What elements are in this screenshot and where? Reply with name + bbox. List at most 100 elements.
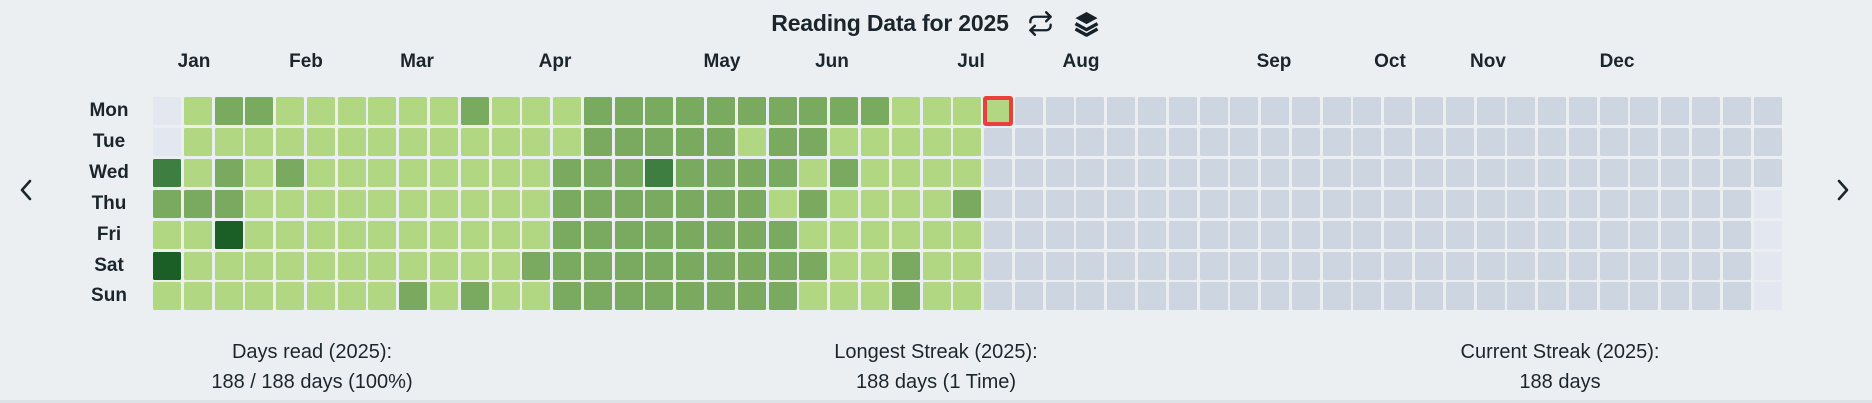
heatmap-cell[interactable] [799, 220, 828, 249]
heatmap-cell[interactable] [183, 97, 212, 125]
heatmap-cell[interactable] [276, 282, 305, 311]
heatmap-cell[interactable] [922, 127, 951, 156]
heatmap-cell[interactable] [645, 127, 674, 156]
heatmap-cell[interactable] [553, 158, 582, 187]
heatmap-cell[interactable] [337, 220, 366, 249]
heatmap-cell[interactable] [707, 251, 736, 280]
heatmap-cell[interactable] [645, 97, 674, 125]
heatmap-cell[interactable] [799, 251, 828, 280]
heatmap-cell[interactable] [891, 220, 920, 249]
heatmap-cell[interactable] [737, 282, 766, 311]
heatmap-cell[interactable] [522, 158, 551, 187]
heatmap-cell[interactable] [460, 97, 489, 125]
heatmap-cell[interactable] [153, 220, 181, 249]
heatmap-cell[interactable] [522, 251, 551, 280]
heatmap-cell[interactable] [368, 127, 397, 156]
heatmap-cell[interactable] [522, 189, 551, 218]
heatmap-cell[interactable] [491, 220, 520, 249]
heatmap-cell[interactable] [183, 282, 212, 311]
heatmap-cell[interactable] [306, 220, 335, 249]
heatmap-cell[interactable] [614, 251, 643, 280]
heatmap-cell[interactable] [460, 158, 489, 187]
heatmap-cell[interactable] [737, 97, 766, 125]
heatmap-cell[interactable] [676, 158, 705, 187]
heatmap-cell[interactable] [460, 251, 489, 280]
heatmap-cell[interactable] [399, 220, 428, 249]
heatmap-cell[interactable] [953, 97, 982, 125]
heatmap-cell[interactable] [460, 220, 489, 249]
heatmap-cell[interactable] [707, 189, 736, 218]
heatmap-cell[interactable] [614, 127, 643, 156]
heatmap-cell[interactable] [768, 282, 797, 311]
heatmap-cell[interactable] [399, 189, 428, 218]
heatmap-cell[interactable] [891, 158, 920, 187]
heatmap-cell[interactable] [276, 251, 305, 280]
heatmap-cell[interactable] [276, 127, 305, 156]
heatmap-cell[interactable] [860, 97, 889, 125]
heatmap-cell[interactable] [953, 220, 982, 249]
heatmap-cell[interactable] [953, 251, 982, 280]
heatmap-cell[interactable] [830, 189, 859, 218]
heatmap-cell[interactable] [553, 127, 582, 156]
heatmap-cell[interactable] [707, 97, 736, 125]
heatmap-cell[interactable] [922, 97, 951, 125]
heatmap-cell[interactable] [183, 189, 212, 218]
heatmap-cell[interactable] [306, 158, 335, 187]
heatmap-cell[interactable] [276, 220, 305, 249]
heatmap-cell[interactable] [768, 97, 797, 125]
heatmap-cell[interactable] [430, 158, 459, 187]
heatmap-cell[interactable] [491, 189, 520, 218]
heatmap-cell[interactable] [676, 251, 705, 280]
heatmap-cell[interactable] [245, 97, 274, 125]
heatmap-cell[interactable] [153, 251, 181, 280]
heatmap-cell[interactable] [953, 158, 982, 187]
heatmap-cell[interactable] [891, 189, 920, 218]
heatmap-cell[interactable] [676, 220, 705, 249]
heatmap-cell[interactable] [799, 282, 828, 311]
heatmap-cell[interactable] [245, 189, 274, 218]
heatmap-cell[interactable] [707, 158, 736, 187]
heatmap-cell[interactable] [645, 220, 674, 249]
heatmap-cell[interactable] [183, 220, 212, 249]
heatmap-cell[interactable] [153, 282, 181, 311]
heatmap-cell[interactable] [153, 158, 181, 187]
heatmap-cell[interactable] [922, 220, 951, 249]
layers-icon[interactable] [1073, 9, 1101, 37]
heatmap-cell[interactable] [214, 251, 243, 280]
heatmap-cell[interactable] [645, 189, 674, 218]
heatmap-cell[interactable] [614, 158, 643, 187]
heatmap-cell[interactable] [276, 158, 305, 187]
heatmap-cell[interactable] [460, 127, 489, 156]
heatmap-cell[interactable] [553, 97, 582, 125]
heatmap-cell[interactable] [183, 158, 212, 187]
heatmap-cell[interactable] [491, 158, 520, 187]
heatmap-cell[interactable] [860, 127, 889, 156]
heatmap-cell[interactable] [337, 282, 366, 311]
heatmap-cell[interactable] [306, 127, 335, 156]
heatmap-cell[interactable] [430, 251, 459, 280]
heatmap-cell[interactable] [430, 282, 459, 311]
heatmap-cell[interactable] [214, 220, 243, 249]
heatmap-cell[interactable] [922, 189, 951, 218]
heatmap-cell[interactable] [399, 127, 428, 156]
heatmap-cell[interactable] [737, 189, 766, 218]
heatmap-cell[interactable] [583, 220, 612, 249]
heatmap-cell[interactable] [430, 189, 459, 218]
heatmap-cell[interactable] [553, 220, 582, 249]
heatmap-cell[interactable] [430, 97, 459, 125]
refresh-icon[interactable] [1027, 9, 1055, 37]
heatmap-cell[interactable] [368, 220, 397, 249]
heatmap-cell[interactable] [799, 189, 828, 218]
heatmap-cell[interactable] [491, 251, 520, 280]
prev-year-button[interactable] [8, 172, 44, 208]
heatmap-cell[interactable] [337, 251, 366, 280]
heatmap-cell[interactable] [276, 97, 305, 125]
heatmap-cell[interactable] [183, 127, 212, 156]
heatmap-cell[interactable] [183, 251, 212, 280]
heatmap-cell[interactable] [460, 189, 489, 218]
heatmap-cell[interactable] [399, 251, 428, 280]
heatmap-cell[interactable] [430, 220, 459, 249]
heatmap-cell[interactable] [737, 251, 766, 280]
heatmap-cell[interactable] [306, 97, 335, 125]
heatmap-cell[interactable] [583, 251, 612, 280]
